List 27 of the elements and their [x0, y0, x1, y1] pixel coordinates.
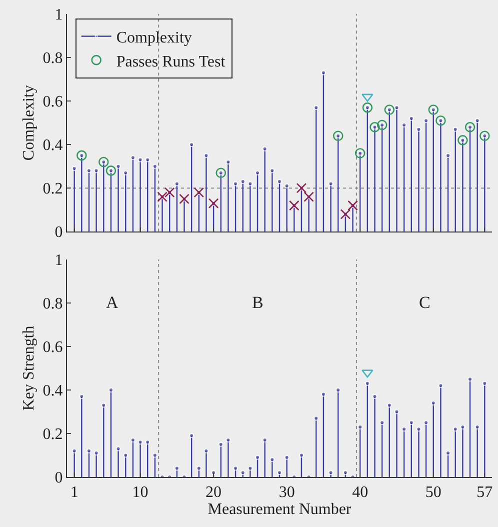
legend-label: Complexity	[116, 29, 192, 46]
x-tick-label: 40	[352, 484, 368, 502]
x-tick-label: 1	[70, 484, 78, 502]
annotation: B	[252, 293, 264, 312]
y-tick-label: 0.6	[42, 94, 63, 111]
y-tick-label: 0.6	[42, 339, 63, 356]
y-tick-label: 0.8	[42, 296, 63, 313]
x-axis-title: Measurement Number	[208, 501, 352, 518]
y-tick-label: 1	[54, 252, 63, 269]
annotation: A	[106, 293, 119, 312]
y-axis-title: Complexity	[20, 85, 38, 161]
y-tick-label: 0	[54, 224, 63, 242]
x-tick-label: 57	[476, 484, 493, 502]
y-tick-label: 0.2	[42, 426, 63, 444]
y-tick-label: 1	[54, 6, 63, 24]
x-tick-label: 20	[206, 484, 222, 502]
x-tick-label: 10	[132, 484, 148, 502]
y-tick-label: 0.8	[42, 50, 63, 68]
y-axis-title: Key Strength	[20, 326, 38, 411]
annotation: C	[419, 293, 430, 312]
y-tick-label: 0.4	[42, 382, 63, 400]
legend-label: Passes Runs Test	[116, 53, 226, 70]
y-tick-label: 0	[54, 470, 63, 487]
y-tick-label: 0.4	[42, 137, 63, 154]
x-tick-label: 30	[278, 484, 295, 502]
y-tick-label: 0.2	[42, 180, 63, 198]
x-tick-label: 50	[425, 484, 442, 502]
